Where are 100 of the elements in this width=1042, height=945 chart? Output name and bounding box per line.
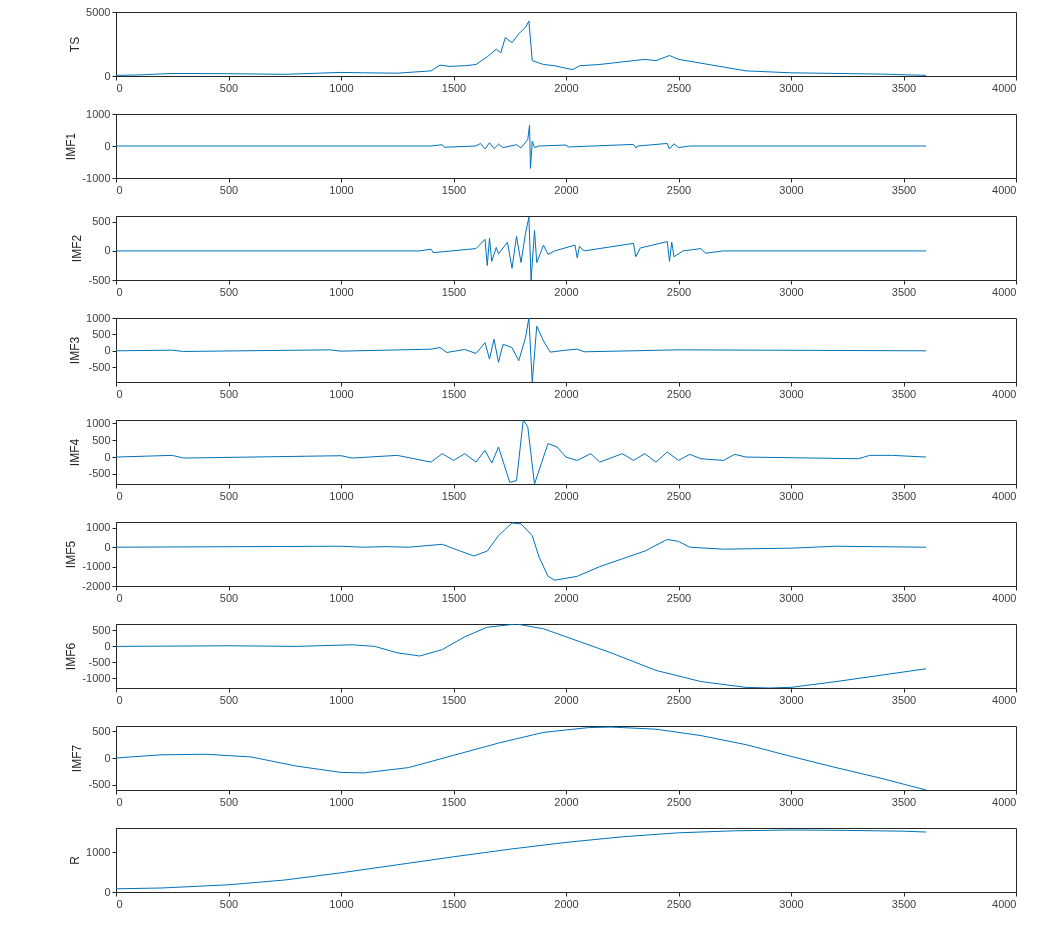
y-tick-label: 0 xyxy=(104,450,111,463)
x-tick-label: 2000 xyxy=(554,183,579,196)
y-tick-label: 0 xyxy=(104,885,111,898)
x-tick-label: 1000 xyxy=(329,693,354,706)
x-tick-label: 2000 xyxy=(554,489,579,502)
y-tick-label: -2000 xyxy=(82,579,111,592)
x-tick-label: 3500 xyxy=(891,387,917,400)
x-tick-label: 0 xyxy=(116,285,123,298)
y-tick-label: 500 xyxy=(92,433,111,446)
x-tick-label: 4000 xyxy=(992,285,1017,298)
x-tick-label: 2000 xyxy=(554,387,579,400)
x-tick-label: 1000 xyxy=(329,183,354,196)
x-tick-label: 500 xyxy=(219,591,239,604)
x-tick-label: 1000 xyxy=(329,81,354,94)
x-tick-label: 1500 xyxy=(441,81,467,94)
x-tick-label: 4000 xyxy=(992,591,1017,604)
x-tick-label: 0 xyxy=(116,489,123,502)
y-tick-label: 0 xyxy=(104,244,111,257)
x-tick-label: 500 xyxy=(219,693,239,706)
x-tick-label: 2500 xyxy=(666,489,692,502)
x-tick-label: 2500 xyxy=(666,795,692,808)
x-tick-label: 500 xyxy=(219,285,239,298)
y-tick-label: -1000 xyxy=(82,171,111,184)
y-axis-title: IMF3 xyxy=(68,336,83,365)
y-axis-title: IMF6 xyxy=(64,642,79,671)
y-tick-label: -500 xyxy=(88,778,111,791)
y-tick-label: -500 xyxy=(88,273,111,286)
x-tick-label: 2500 xyxy=(666,285,692,298)
x-tick-label: 3000 xyxy=(779,693,804,706)
x-tick-label: 1500 xyxy=(441,183,467,196)
x-tick-label: 1500 xyxy=(441,693,467,706)
line-series xyxy=(116,216,927,280)
y-tick-label: 1000 xyxy=(86,416,111,429)
line-series xyxy=(116,420,927,484)
x-tick-label: 4000 xyxy=(992,795,1017,808)
x-tick-label: 3500 xyxy=(891,81,917,94)
x-tick-label: 3500 xyxy=(891,897,917,910)
x-tick-label: 3000 xyxy=(779,897,804,910)
y-axis-title: R xyxy=(68,855,83,865)
x-tick-label: 3000 xyxy=(779,795,804,808)
x-tick-label: 3000 xyxy=(779,81,804,94)
line-series xyxy=(116,20,927,76)
x-tick-label: 0 xyxy=(116,897,123,910)
x-tick-label: 4000 xyxy=(992,81,1017,94)
x-tick-label: 2500 xyxy=(666,591,692,604)
y-tick-label: -500 xyxy=(88,467,111,480)
line-series xyxy=(116,726,927,790)
x-tick-label: 4000 xyxy=(992,693,1017,706)
y-tick-label: 0 xyxy=(104,751,111,764)
y-tick-label: 1000 xyxy=(86,311,111,324)
y-tick-label: 1000 xyxy=(86,845,111,858)
x-tick-label: 3000 xyxy=(779,387,804,400)
line-series xyxy=(116,522,927,581)
x-tick-label: 4000 xyxy=(992,387,1017,400)
x-tick-label: 3000 xyxy=(779,591,804,604)
x-tick-label: 0 xyxy=(116,387,123,400)
y-tick-label: 500 xyxy=(92,724,111,737)
y-tick-label: -500 xyxy=(88,360,111,373)
y-tick-label: 500 xyxy=(92,327,111,340)
y-axis-title: IMF5 xyxy=(64,540,79,569)
x-tick-label: 1000 xyxy=(329,591,354,604)
y-tick-label: 0 xyxy=(104,344,111,357)
x-tick-label: 3500 xyxy=(891,285,917,298)
x-tick-label: 2000 xyxy=(554,795,579,808)
y-tick-label: 0 xyxy=(104,139,111,152)
x-tick-label: 4000 xyxy=(992,897,1017,910)
x-tick-label: 2000 xyxy=(554,693,579,706)
x-tick-label: 500 xyxy=(219,795,239,808)
y-axis-title: IMF4 xyxy=(68,438,83,467)
y-axis-title: IMF2 xyxy=(70,234,85,263)
y-tick-label: 1000 xyxy=(86,107,111,120)
x-tick-label: 0 xyxy=(116,795,123,808)
y-tick-label: 5000 xyxy=(86,5,111,18)
x-tick-label: 1000 xyxy=(329,795,354,808)
x-tick-label: 3500 xyxy=(891,795,917,808)
x-tick-label: 1500 xyxy=(441,387,467,400)
x-tick-label: 0 xyxy=(116,183,123,196)
x-tick-label: 3000 xyxy=(779,285,804,298)
x-tick-label: 1000 xyxy=(329,387,354,400)
x-tick-label: 0 xyxy=(116,81,123,94)
y-tick-label: 0 xyxy=(104,540,111,553)
x-tick-label: 2000 xyxy=(554,591,579,604)
x-tick-label: 1500 xyxy=(441,489,467,502)
y-tick-label: -1000 xyxy=(82,560,111,573)
y-tick-label: 0 xyxy=(104,639,111,652)
x-tick-label: 4000 xyxy=(992,183,1017,196)
y-tick-label: -500 xyxy=(88,655,111,668)
x-tick-label: 3500 xyxy=(891,591,917,604)
x-tick-label: 2500 xyxy=(666,387,692,400)
y-tick-label: 0 xyxy=(104,69,111,82)
x-tick-label: 2500 xyxy=(666,183,692,196)
x-tick-label: 500 xyxy=(219,387,239,400)
x-tick-label: 0 xyxy=(116,693,123,706)
x-tick-label: 1500 xyxy=(441,897,467,910)
line-series xyxy=(116,829,927,890)
x-tick-label: 3000 xyxy=(779,489,804,502)
x-tick-label: 1500 xyxy=(441,591,467,604)
y-axis-title: IMF7 xyxy=(70,744,85,773)
y-tick-label: 500 xyxy=(92,215,111,228)
y-tick-label: 500 xyxy=(92,623,111,636)
